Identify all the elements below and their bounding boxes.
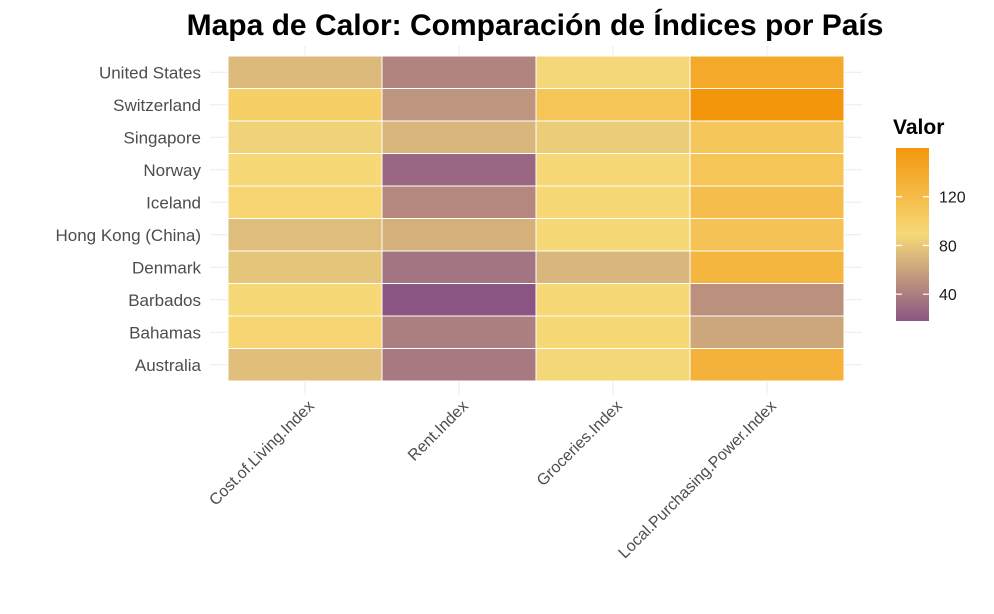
row-label: Switzerland [113,96,201,115]
heatmap-cell [689,120,845,154]
legend-title: Valor [893,116,944,139]
heatmap-cell [227,185,383,219]
heatmap-cell [535,283,691,317]
heatmap-cell [535,55,691,89]
heatmap-cell [535,348,691,382]
row-label: Australia [135,356,202,375]
column-label: Cost.of.Living.Index [206,398,317,509]
heatmap-cell [227,88,383,122]
heatmap-cell [381,283,537,317]
heatmap-cell [689,153,845,187]
legend-color-bar [896,148,929,321]
heatmap-cell [689,185,845,219]
heatmap-cell [689,348,845,382]
column-label: Local.Purchasing.Power.Index [616,398,780,562]
row-label: Denmark [132,258,201,277]
heatmap-cell [689,250,845,284]
heatmap-cell [381,153,537,187]
color-legend: Valor 40 80 120 [893,116,966,321]
heatmap-cell [535,185,691,219]
legend-tick-label: 120 [939,190,966,207]
heatmap-cell [689,55,845,89]
row-label: Norway [143,161,201,180]
row-label: Hong Kong (China) [55,226,201,245]
chart-title: Mapa de Calor: Comparación de Índices po… [187,8,884,42]
heatmap-cell [227,218,383,252]
row-label: Iceland [146,193,201,212]
heatmap-cell [227,250,383,284]
heatmap-cell [535,250,691,284]
row-labels: United States Switzerland Singapore Norway I… [55,63,201,375]
heatmap-cell [535,315,691,349]
heatmap-cell [689,315,845,349]
heatmap-cell [381,218,537,252]
heatmap-cell [381,120,537,154]
heatmap-cell [381,55,537,89]
heatmap-cell [227,55,383,89]
heatmap-cell [381,185,537,219]
heatmap-cell [227,348,383,382]
heatmap-cell [689,88,845,122]
heatmap-cell [535,153,691,187]
column-labels: Cost.of.Living.Index Rent.Index Groceries.… [206,398,779,562]
row-label: Singapore [123,128,201,147]
heatmap-cell [227,283,383,317]
heatmap-cell [535,120,691,154]
heatmap-cell [381,315,537,349]
heatmap-cell [535,88,691,122]
heatmap-cell [227,120,383,154]
heatmap-cell [381,348,537,382]
heatmap-cell [381,250,537,284]
row-label: Barbados [128,291,201,310]
heatmap-cells [227,55,845,382]
legend-tick-label: 80 [939,238,957,255]
row-label: Bahamas [129,323,201,342]
heatmap-cell [689,218,845,252]
column-label: Rent.Index [405,398,472,465]
heatmap-cell [535,218,691,252]
legend-ticks: 40 80 120 [896,190,966,304]
column-label: Groceries.Index [534,398,626,490]
heatmap-cell [381,88,537,122]
heatmap-cell [227,315,383,349]
heatmap-cell [689,283,845,317]
legend-tick-label: 40 [939,287,957,304]
row-label: United States [99,63,201,82]
heatmap-cell [227,153,383,187]
